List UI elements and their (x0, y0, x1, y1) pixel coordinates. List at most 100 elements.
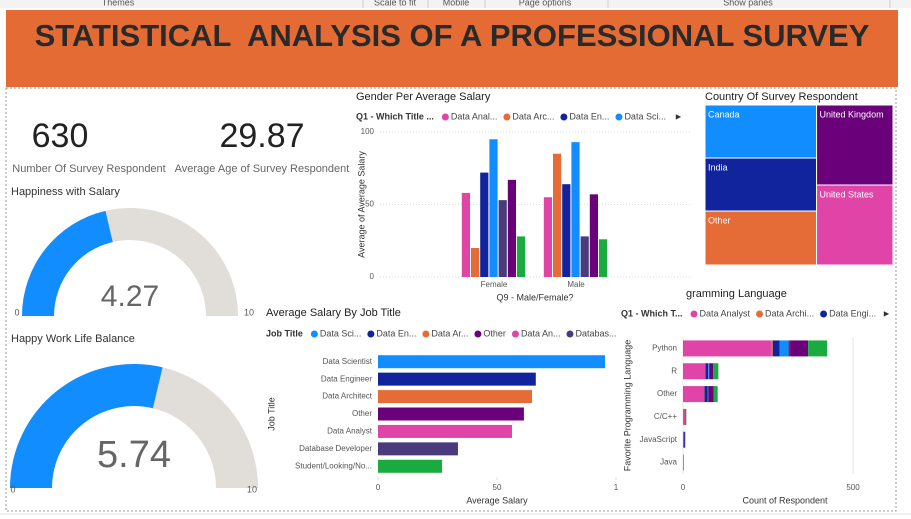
bar (599, 239, 608, 277)
legend-scroll-arrow[interactable]: ► (882, 308, 891, 318)
y-tick-label: Data Engineer (321, 374, 372, 383)
legend-item: Data En... (376, 328, 416, 338)
x-tick-label: Female (481, 280, 508, 289)
legend-swatch (474, 330, 482, 338)
y-tick-label: 100 (361, 127, 375, 136)
bar (543, 197, 552, 277)
legend-swatch (615, 113, 623, 121)
bar (553, 153, 562, 277)
card-value: 29.87 (219, 117, 304, 155)
bar-segment (772, 340, 780, 357)
y-tick-label: JavaScript (640, 435, 678, 444)
legend-item: Databas... (575, 328, 616, 338)
legend-swatch (511, 330, 519, 338)
bar (589, 194, 598, 277)
y-tick-label: 0 (370, 272, 375, 281)
legend-item: Data Archi... (765, 308, 814, 318)
legend-scroll-arrow[interactable]: ► (674, 111, 683, 121)
gauge-min-label: 0 (14, 307, 19, 317)
gauge-title: Happiness with Salary (11, 186, 120, 198)
legend-swatch (756, 310, 764, 318)
tile-label: Other (708, 215, 731, 225)
chart-title: gramming Language (686, 288, 787, 300)
bar-segment (808, 340, 828, 357)
legend-swatch (367, 330, 375, 338)
y-tick-label: Java (660, 458, 677, 467)
card-label: Average Age of Survey Respondent (175, 163, 350, 175)
bar (580, 236, 589, 277)
y-axis-title: Average of Average Salary (356, 151, 366, 258)
y-tick-label: Other (657, 389, 677, 398)
tile-label: India (708, 162, 728, 172)
tile-label: United Kingdom (820, 109, 884, 119)
bar-segment (779, 340, 789, 357)
toolbar-item: Scale to fit (374, 0, 417, 7)
x-axis-title: Q9 - Male/Female? (496, 292, 573, 302)
bar-segment (713, 363, 719, 380)
legend-item: Data Ar... (431, 328, 468, 338)
treemap-tile (816, 104, 894, 186)
bar (489, 139, 498, 277)
legend-swatch (310, 330, 318, 338)
y-tick-label: Other (352, 409, 372, 418)
x-tick-label: 50 (493, 483, 502, 492)
y-tick-label: C/C++ (654, 412, 677, 421)
bar-segment (704, 386, 708, 403)
legend-item: Data Anal... (451, 111, 498, 121)
bar-segment (771, 340, 773, 357)
toolbar-item: Show panes (723, 0, 773, 7)
x-tick-label: 1 (614, 483, 619, 492)
bar (378, 424, 512, 438)
bar-segment (705, 363, 709, 380)
y-tick-label: Python (652, 344, 677, 353)
bar-segment (708, 363, 709, 380)
bar-segment (683, 408, 686, 425)
header-band (6, 10, 898, 87)
bar (471, 248, 480, 277)
bar (378, 459, 443, 473)
legend-swatch (820, 310, 828, 318)
bar (507, 179, 516, 277)
toolbar-item: Page options (519, 0, 572, 7)
toolbar-item: Themes (102, 0, 135, 7)
gauge-value (22, 210, 113, 316)
legend-item: Data Engi... (829, 308, 876, 318)
bar (461, 192, 470, 277)
legend-item: Data An... (521, 328, 561, 338)
bar-segment (713, 386, 718, 403)
tile-label: United States (820, 189, 875, 199)
x-tick-label: 500 (846, 483, 860, 492)
bar-segment (683, 431, 685, 448)
legend-item: Data En... (569, 111, 609, 121)
gauge-value (10, 364, 163, 488)
gauge-value-label: 4.27 (101, 280, 159, 313)
legend-swatch (560, 113, 568, 121)
legend-swatch (690, 310, 698, 318)
card-label: Number Of Survey Respondent (12, 163, 165, 175)
x-axis-title: Average Salary (466, 495, 528, 505)
bar (480, 172, 489, 277)
gauge-max-label: 10 (247, 484, 257, 494)
y-tick-label: Data Scientist (323, 357, 373, 366)
gauge-min-label: 0 (10, 484, 15, 494)
bar (378, 355, 606, 369)
legend-title: Q1 - Which Title ... (356, 111, 434, 121)
bar-segment (708, 386, 714, 403)
x-tick-label: Male (567, 280, 585, 289)
gauge-title: Happy Work Life Balance (11, 333, 135, 345)
chart-title: Average Salary By Job Title (266, 307, 401, 319)
legend-item: Data Analyst (700, 308, 751, 318)
legend-item: Data Sci... (624, 111, 666, 121)
legend-item: Other (483, 328, 506, 338)
legend-swatch (441, 113, 449, 121)
tile-label: Canada (708, 109, 740, 119)
bar-segment (683, 386, 705, 403)
canvas-border (5, 87, 897, 512)
legend-title: Job Title (266, 328, 303, 338)
chart-title: Country Of Survey Respondent (705, 91, 858, 103)
bar (378, 390, 532, 404)
legend-swatch (503, 113, 511, 121)
y-tick-label: Student/Looking/No... (295, 461, 372, 470)
